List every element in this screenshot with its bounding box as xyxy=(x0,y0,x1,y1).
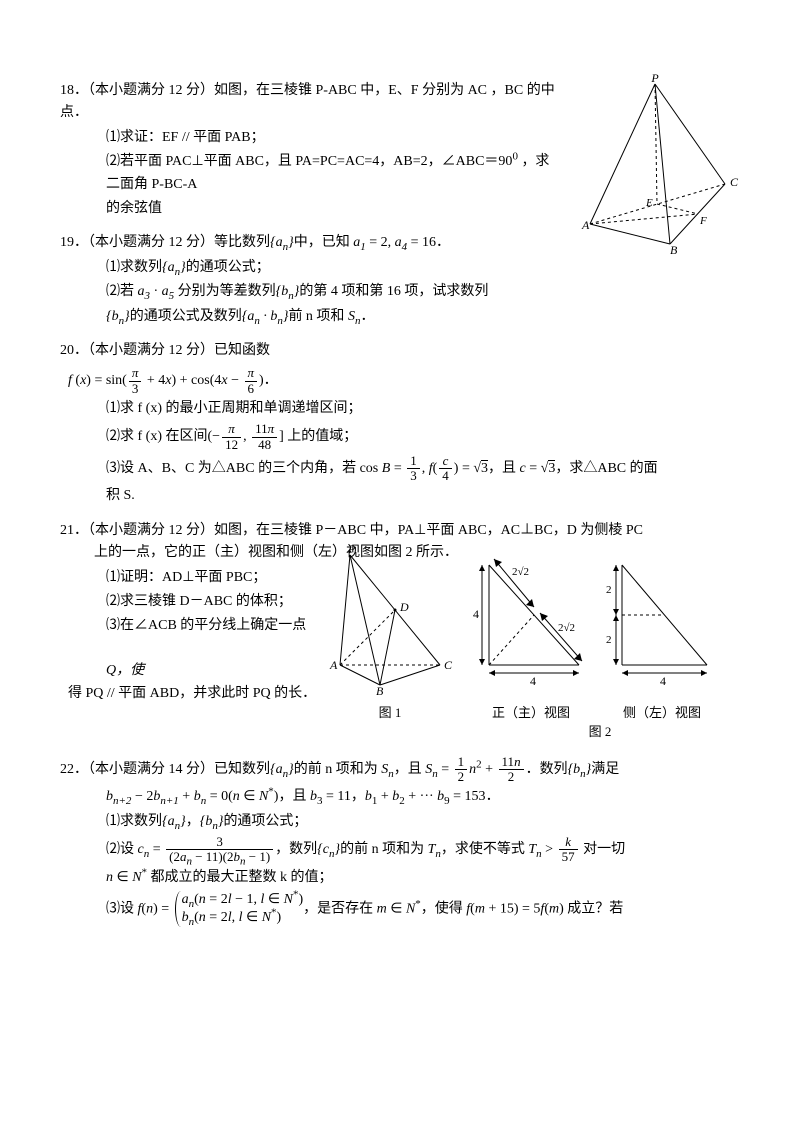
text: ，是否存在 xyxy=(303,901,373,916)
text: （本小题满分 14 分）已知数列 xyxy=(88,762,270,777)
sub-part: {bn}的通项公式及数列{an · bn}前 n 项和 Sn． xyxy=(60,306,740,328)
text: ⑴求证：EF // 平面 PAB； xyxy=(106,130,265,145)
text: Q，使 xyxy=(106,663,144,678)
svg-text:2: 2 xyxy=(606,584,612,596)
text: 对一切 xyxy=(583,842,625,857)
text: 中，已知 xyxy=(294,235,350,250)
text: （本小题满分 12 分）如图，在三棱锥 P－ABC 中，PA⊥平面 ABC，AC… xyxy=(88,523,643,538)
problem-number: 22． xyxy=(60,762,88,777)
sub-part: ⑵设 cn = 3(2an − 11)(2bn − 1)，数列{cn}的前 n … xyxy=(60,835,740,865)
sub-part: n ∈ N* 都成立的最大正整数 k 的值； xyxy=(60,867,740,889)
problem-21: 21．（本小题满分 12 分）如图，在三棱锥 P－ABC 中，PA⊥平面 ABC… xyxy=(60,520,740,743)
svg-text:B: B xyxy=(376,684,384,695)
svg-text:D: D xyxy=(399,600,409,614)
problem-number: 19． xyxy=(60,235,88,250)
sub-part: ⑴求数列{an}，{bn}的通项公式； xyxy=(60,811,740,833)
text: ，且 xyxy=(394,762,422,777)
svg-text:P: P xyxy=(650,74,659,85)
text: ⑶设 xyxy=(106,901,134,916)
svg-text:A: A xyxy=(581,218,590,232)
svg-text:4: 4 xyxy=(473,607,479,621)
text: 积 S. xyxy=(106,488,135,503)
text: （本小题满分 12 分）已知函数 xyxy=(88,343,270,358)
svg-text:4: 4 xyxy=(660,674,666,688)
svg-text:4: 4 xyxy=(530,674,536,688)
sub-part: ⑵求 f (x) 在区间(−π12, 11π48] 上的值域； xyxy=(60,422,740,452)
text: ，数列 xyxy=(275,842,317,857)
svg-text:2√2: 2√2 xyxy=(512,566,529,578)
svg-text:2√2: 2√2 xyxy=(558,622,575,634)
text: ⑵求三棱锥 D－ABC 的体积； xyxy=(106,594,292,609)
text: ⑵设 xyxy=(106,842,134,857)
sub-part: ⑴求数列{an}的通项公式； xyxy=(60,257,740,279)
text: （本小题满分 12 分）等比数列 xyxy=(88,235,270,250)
text: ⑴求数列 xyxy=(106,814,162,829)
svg-text:A: A xyxy=(329,658,338,672)
text: ，求使不等式 xyxy=(441,842,525,857)
problem-number: 20． xyxy=(60,343,88,358)
text: ，且 xyxy=(278,789,306,804)
problem-22: 22．（本小题满分 14 分）已知数列{an}的前 n 项和为 Sn，且 Sn … xyxy=(60,755,740,928)
svg-text:E: E xyxy=(645,197,653,209)
formula: f (x) = sin(π3 + 4x) + cos(4x − π6)． xyxy=(60,366,740,396)
sub-part: ⑶设 A、B、C 为△ABC 的三个内角，若 cos B = 13, f(c4)… xyxy=(60,454,740,484)
text: 的前 n 项和为 xyxy=(294,762,378,777)
text: 的通项公式； xyxy=(223,814,307,829)
sub-part: ⑴求 f (x) 的最小正周期和单调递增区间； xyxy=(60,398,740,420)
text: ，使得 xyxy=(421,901,463,916)
text: 的第 4 项和第 16 项，试求数列 xyxy=(299,284,488,299)
text: 数列 xyxy=(540,762,568,777)
sub-part: bn+2 − 2bn+1 + bn = 0(n ∈ N*)，且 b3 = 11，… xyxy=(60,786,740,808)
text: ⑵求 f (x) 在区间 xyxy=(106,429,208,444)
text: ， xyxy=(186,814,200,829)
text: 上的一点，它的正（主）视图和侧（左）视图如图 2 所示． xyxy=(94,545,458,560)
sub-part: ⑵若 a3 · a5 分别为等差数列{bn}的第 4 项和第 16 项，试求数列 xyxy=(60,281,740,303)
problem-19: 19．（本小题满分 12 分）等比数列{an}中，已知 a1 = 2, a4 =… xyxy=(60,232,740,328)
text: ，且 xyxy=(488,461,516,476)
problem-20: 20．（本小题满分 12 分）已知函数 f (x) = sin(π3 + 4x)… xyxy=(60,340,740,508)
text: 都成立的最大正整数 k 的值； xyxy=(151,870,333,885)
text: ⑵若平面 PAC⊥平面 ABC，且 PA=PC=AC=4，AB=2，∠ABC＝9… xyxy=(106,154,512,169)
text: 的余弦值 xyxy=(106,201,162,216)
text: ，求△ABC 的面 xyxy=(555,461,657,476)
sub-part: ⑶设 f(n) = an(n = 2l − 1, l ∈ N*)bn(n = 2… xyxy=(60,891,740,927)
text: 满足 xyxy=(591,762,619,777)
text: ⑴求数列 xyxy=(106,260,162,275)
text: 前 n 项和 xyxy=(288,309,344,324)
sub-part: 积 S. xyxy=(60,485,740,507)
text: ⑵若 xyxy=(106,284,134,299)
problem-number: 21． xyxy=(60,523,88,538)
svg-text:C: C xyxy=(444,658,453,672)
fig-label: 图 2 xyxy=(589,724,612,739)
text: 的通项公式及数列 xyxy=(130,309,242,324)
problem-18: P A B C E F 18．（本小题满分 12 分）如图，在三棱锥 P-ABC… xyxy=(60,80,740,220)
svg-text:C: C xyxy=(730,175,739,189)
text: 上的值域； xyxy=(287,429,357,444)
text: 得 PQ // 平面 ABD，并求此时 PQ 的长． xyxy=(68,686,316,701)
fig-label: 图 1 xyxy=(320,703,460,724)
text: 的通项公式； xyxy=(186,260,270,275)
text: 成立？若 xyxy=(567,901,623,916)
text: ⑴证明：AD⊥平面 PBC； xyxy=(106,570,266,585)
fig-label: 侧（左）视图 xyxy=(602,703,722,724)
problem-head: （本小题满分 12 分）如图，在三棱锥 P-ABC 中，E、F 分别为 AC ，… xyxy=(60,83,555,120)
text: ⑴求 f (x) 的最小正周期和单调递增区间； xyxy=(106,401,362,416)
text: ⑶设 A、B、C 为△ABC 的三个内角，若 xyxy=(106,461,356,476)
text: ． xyxy=(486,789,500,804)
problem-number: 18． xyxy=(60,83,88,98)
text: ⑶在∠ACB 的平分线上确定一点 xyxy=(106,618,306,633)
svg-text:2: 2 xyxy=(606,634,612,646)
text: 的前 n 项和为 xyxy=(340,842,424,857)
text: 分别为等差数列 xyxy=(178,284,276,299)
figures-row: P A B C D 图 1 xyxy=(320,545,740,743)
svg-text:F: F xyxy=(699,215,707,227)
fig-label: 正（主）视图 xyxy=(464,703,599,724)
